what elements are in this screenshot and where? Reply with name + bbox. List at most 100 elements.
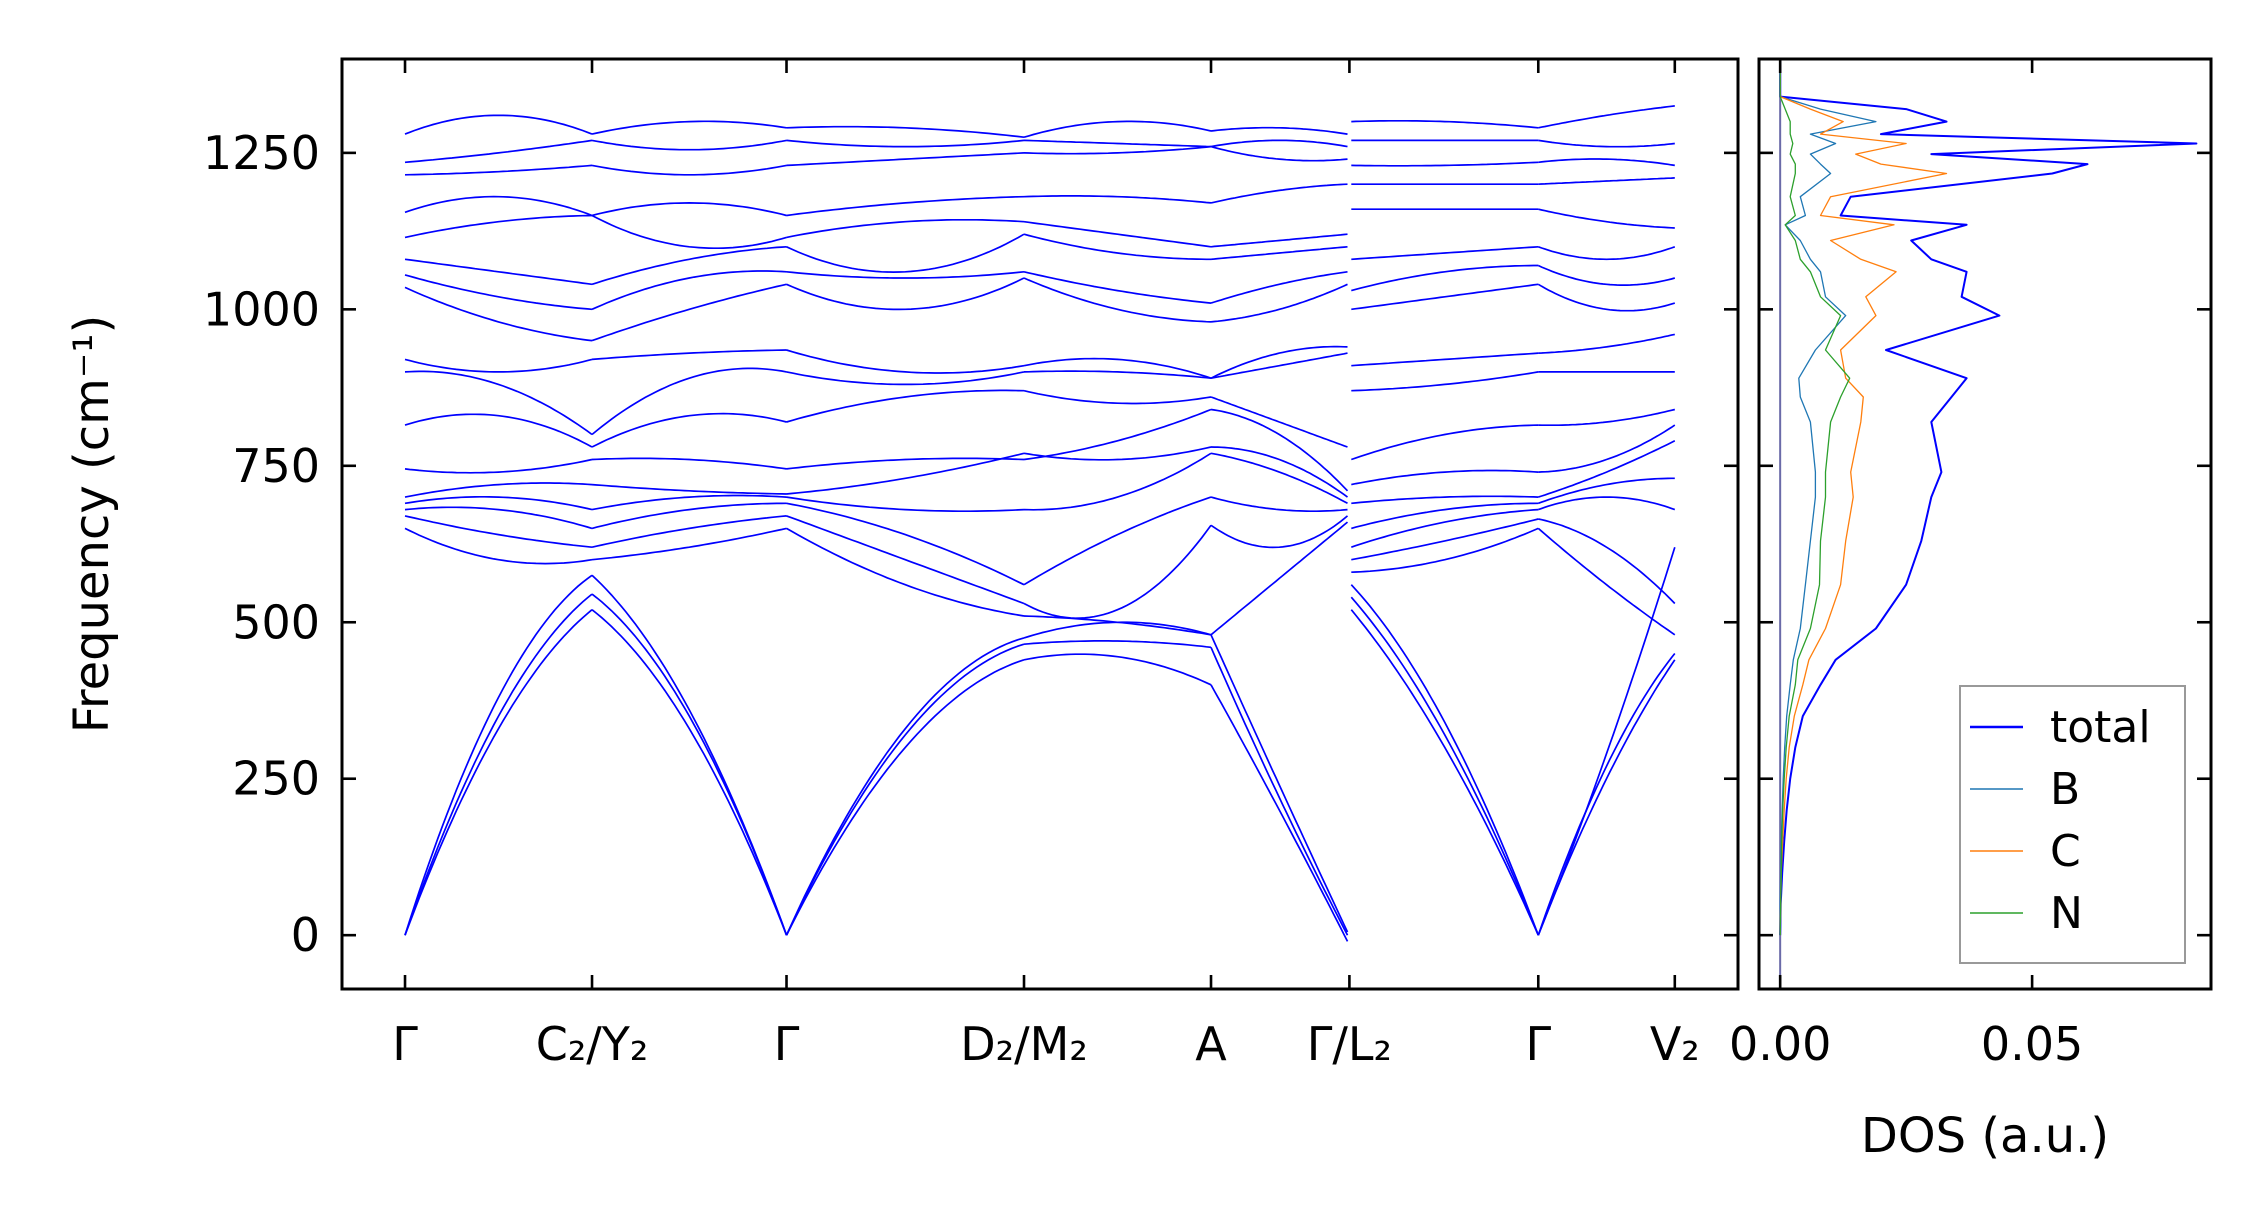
dos-x-tick-label: 0.00 (1729, 1017, 1831, 1071)
dos-panel: 0.00 0.05 total BCN (1729, 57, 2213, 1071)
dos-line-total (1779, 59, 2198, 936)
dos-line-C (1779, 59, 1948, 936)
band-9-segment-4 (1023, 408, 1212, 461)
kpoint-label-pair: D₂/M₂ (960, 1017, 1088, 1071)
band-5-segment-3 (786, 515, 1025, 605)
kpoint-label: Γ (774, 1017, 800, 1071)
band-9-segment-2 (591, 457, 787, 470)
band-6-segment-1 (404, 506, 593, 530)
band-14-segment-1 (404, 274, 593, 311)
band-18-segment-6 (1351, 161, 1539, 167)
band-9-segment-7 (1538, 424, 1676, 473)
legend-label-total: total (2050, 702, 2151, 753)
legend: total BCN (1959, 685, 2186, 964)
dos-line-B (1779, 59, 1877, 936)
dos-panel-frame (1757, 57, 2213, 991)
band-13-segment-3 (786, 277, 1025, 311)
band-16-segment-3 (786, 218, 1025, 239)
kpoint-label-bottom: M₂ (1030, 1017, 1088, 1071)
band-18-segment-2 (591, 164, 787, 176)
band-2-segment-7 (1537, 652, 1676, 936)
band-16-segment-1 (404, 214, 593, 239)
kpoint-label-top: D₂ (960, 1017, 1014, 1071)
band-11-segment-6 (1351, 371, 1539, 392)
band-16-segment-5 (1210, 233, 1348, 248)
band-17-segment-4 (1023, 195, 1212, 204)
band-11-segment-3 (786, 371, 1025, 386)
band-4-segment-2 (591, 527, 787, 561)
band-10-segment-7 (1538, 408, 1675, 427)
band-18-segment-1 (404, 164, 593, 176)
band-4-segment-3 (786, 527, 1025, 617)
band-7-segment-6 (1351, 502, 1539, 530)
band-1-segment-3 (785, 658, 1025, 936)
y-axis-title: Frequency (cm⁻¹) (64, 315, 120, 733)
band-1-segment-1 (404, 609, 593, 936)
band-6-segment-4 (1023, 496, 1212, 586)
band-3-segment-6 (1350, 584, 1540, 936)
band-13-segment-5 (1210, 283, 1348, 323)
band-20-segment-3 (786, 125, 1025, 139)
band-19-segment-3 (786, 139, 1025, 148)
band-17-segment-7 (1538, 177, 1675, 186)
legend-label-B: B (2050, 764, 2080, 815)
band-11-segment-4 (1023, 370, 1212, 380)
band-20-segment-7 (1538, 105, 1675, 129)
band-12-segment-5 (1210, 345, 1348, 379)
kpoint-label-slash: / (1014, 1017, 1030, 1071)
band-16-segment-2 (591, 214, 787, 250)
band-14-segment-7 (1537, 264, 1676, 286)
band-4-segment-7 (1537, 527, 1676, 636)
band-18-segment-7 (1538, 158, 1675, 167)
band-9-segment-6 (1351, 469, 1539, 486)
band-3-segment-1 (404, 574, 593, 936)
band-17-segment-2 (591, 202, 787, 217)
band-7-segment-4 (1023, 452, 1212, 511)
band-8-segment-3 (786, 452, 1025, 495)
kpoint-label: V₂ (1650, 1017, 1700, 1071)
band-7-segment-3 (786, 496, 1025, 513)
band-13-segment-1 (404, 286, 593, 342)
band-20-segment-6 (1351, 119, 1539, 129)
band-6-segment-6 (1351, 508, 1539, 549)
band-10-segment-5 (1210, 396, 1348, 448)
band-5-segment-7 (1538, 518, 1676, 605)
band-15-segment-2 (591, 245, 787, 286)
band-20-segment-4 (1023, 120, 1212, 139)
band-19-segment-7 (1538, 139, 1675, 148)
band-18-segment-5 (1210, 145, 1348, 162)
band-3-segment-3 (785, 637, 1025, 936)
band-5-segment-1 (404, 515, 593, 549)
band-8-segment-5 (1210, 446, 1349, 498)
legend-label-C: C (2050, 826, 2081, 877)
band-20-segment-5 (1210, 126, 1348, 135)
band-2-segment-4 (1023, 640, 1212, 649)
band-17-segment-5 (1210, 183, 1348, 204)
band-3-segment-5 (1210, 634, 1349, 933)
band-10-segment-1 (404, 413, 593, 448)
band-5-segment-2 (591, 515, 787, 549)
band-8-segment-4 (1023, 446, 1212, 461)
band-6-segment-7 (1538, 496, 1676, 511)
kpoint-label: Γ (1525, 1017, 1551, 1071)
band-8-segment-2 (591, 483, 787, 495)
band-panel-frame (340, 57, 1740, 991)
band-6-segment-5 (1210, 496, 1348, 513)
band-18-segment-3 (786, 152, 1025, 167)
y-tick-label: 750 (232, 439, 320, 493)
band-16-segment-4 (1023, 220, 1212, 248)
kpoint-label-slash: / (586, 1017, 602, 1071)
band-1-segment-7 (1537, 659, 1676, 936)
band-12-segment-4 (1023, 357, 1212, 380)
band-2-segment-2 (591, 593, 788, 936)
band-3-segment-2 (591, 574, 788, 936)
band-13-segment-4 (1023, 277, 1212, 323)
legend-label-N: N (2050, 888, 2083, 939)
band-10-segment-2 (591, 412, 787, 448)
band-13-segment-7 (1537, 283, 1676, 312)
y-tick-label: 1250 (203, 126, 320, 180)
dos-line-N (1779, 59, 1851, 936)
band-7-segment-2 (591, 494, 787, 511)
